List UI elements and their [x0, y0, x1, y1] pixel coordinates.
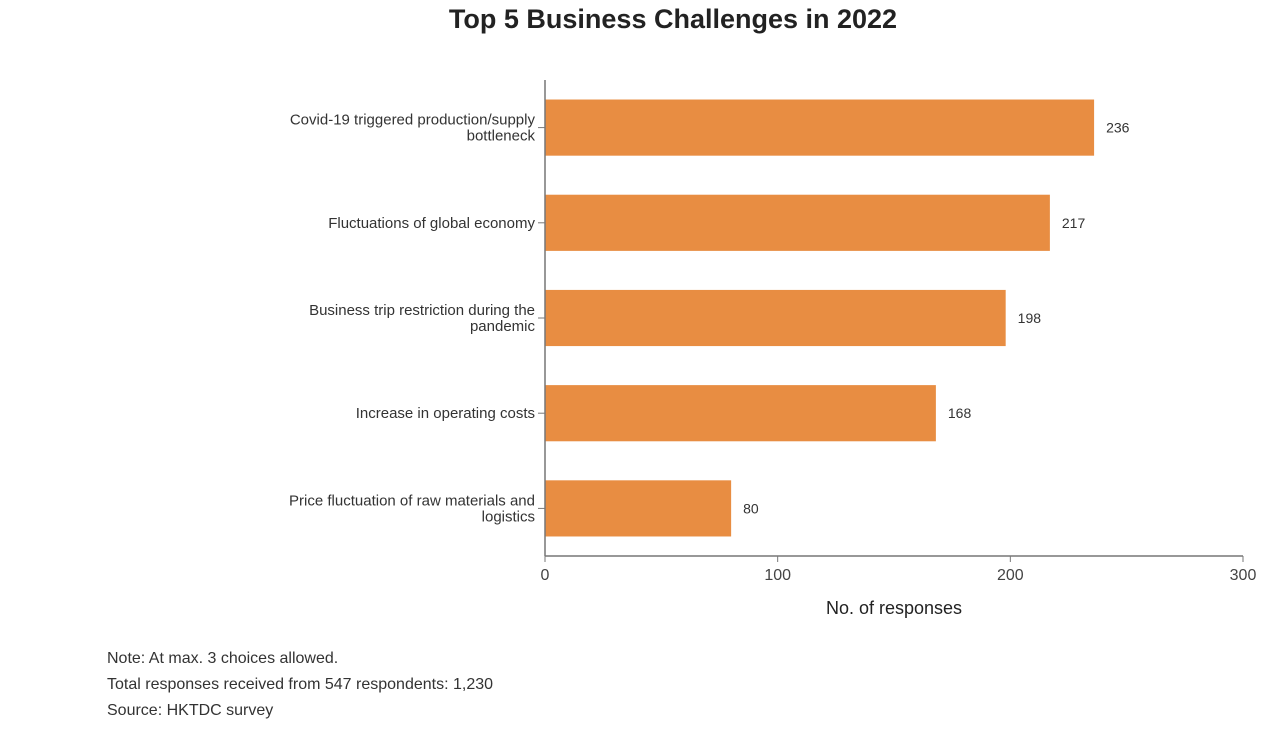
- note-line: Note: At max. 3 choices allowed.: [107, 650, 338, 667]
- category-label: pandemic: [470, 318, 536, 335]
- data-label: 198: [1018, 310, 1042, 326]
- category-label: bottleneck: [467, 128, 536, 145]
- category-label: Fluctuations of global economy: [328, 215, 535, 232]
- category-label: Increase in operating costs: [356, 405, 535, 422]
- x-tick-label: 300: [1230, 567, 1257, 584]
- category-label: logistics: [482, 508, 535, 525]
- data-label: 80: [743, 500, 759, 516]
- x-tick-label: 200: [997, 567, 1024, 584]
- x-tick-label: 0: [541, 567, 550, 584]
- bar: [545, 194, 1050, 251]
- category-label: Business trip restriction during the: [309, 302, 535, 319]
- category-label: Price fluctuation of raw materials and: [289, 492, 535, 509]
- category-labels: Covid-19 triggered production/supplybott…: [289, 112, 545, 525]
- data-label: 236: [1106, 120, 1130, 136]
- x-tick-label: 100: [764, 567, 791, 584]
- data-label: 217: [1062, 215, 1086, 231]
- notes: Note: At max. 3 choices allowed. Total r…: [107, 650, 493, 719]
- chart-title: Top 5 Business Challenges in 2022: [449, 4, 897, 34]
- x-axis-label: No. of responses: [826, 598, 962, 618]
- data-label: 168: [948, 405, 972, 421]
- bar: [545, 480, 732, 537]
- bars: 236 217 198 168 80: [545, 99, 1130, 537]
- x-ticks: 0 100 200 300: [541, 556, 1257, 584]
- note-line: Source: HKTDC survey: [107, 702, 273, 719]
- category-label: Covid-19 triggered production/supply: [290, 112, 536, 129]
- note-line: Total responses received from 547 respon…: [107, 676, 493, 693]
- bar: [545, 99, 1095, 156]
- bar: [545, 289, 1006, 347]
- bar: [545, 385, 936, 442]
